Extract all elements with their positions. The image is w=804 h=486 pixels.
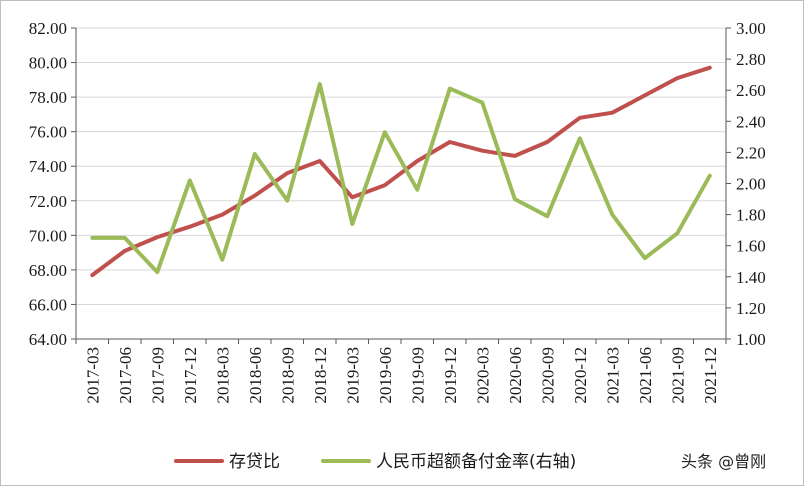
- x-axis-tick-label: 2017-06: [116, 347, 135, 404]
- x-axis-tick-label: 2019-12: [441, 347, 460, 404]
- x-axis-tick-label: 2018-03: [213, 347, 232, 404]
- series-lines: [90, 65, 712, 278]
- x-axis-tick-label: 2020-12: [571, 347, 590, 404]
- left-axis-tick-label: 64.00: [29, 330, 67, 349]
- axes: [71, 27, 731, 344]
- right-axis-tick-label: 1.80: [736, 206, 766, 225]
- left-axis-tick-label: 80.00: [29, 54, 67, 73]
- x-axis-tick-label: 2018-12: [311, 347, 330, 404]
- right-axis-tick-label: 2.00: [736, 175, 766, 194]
- left-axis-tick-label: 72.00: [29, 192, 67, 211]
- right-axis-tick-label: 3.00: [736, 19, 766, 38]
- x-axis-tick-label: 2020-09: [538, 347, 557, 404]
- x-axis-tick-label: 2021-09: [668, 347, 687, 404]
- x-axis-tick-label: 2018-09: [278, 347, 297, 404]
- x-axis-tick-label: 2018-06: [246, 347, 265, 404]
- right-axis-tick-label: 1.40: [736, 268, 766, 287]
- left-axis-tick-label: 74.00: [29, 157, 67, 176]
- right-axis-tick-label: 2.60: [736, 81, 766, 100]
- left-axis-tick-label: 78.00: [29, 88, 67, 107]
- right-axis-tick-label: 2.20: [736, 143, 766, 162]
- legend-label-series-2: 人民币超额备付金率(右轴): [376, 452, 576, 472]
- legend-label-series-1: 存贷比: [229, 452, 280, 472]
- x-axis-tick-labels: 2017-03 2017-06 2017-09 2017-12 2018-03 2018-…: [83, 347, 720, 404]
- x-axis-tick-label: 2019-09: [408, 347, 427, 404]
- watermark: 头条 @曾刚: [681, 452, 766, 471]
- x-axis-tick-label: 2017-09: [148, 347, 167, 404]
- right-axis-tick-label: 1.00: [736, 330, 766, 349]
- x-axis-tick-label: 2021-03: [603, 347, 622, 404]
- x-axis-tick-label: 2019-03: [343, 347, 362, 404]
- left-axis-tick-label: 82.00: [29, 19, 67, 38]
- left-axis-tick-label: 66.00: [29, 295, 67, 314]
- left-axis-tick-label: 68.00: [29, 261, 67, 280]
- x-axis-tick-label: 2017-12: [181, 347, 200, 404]
- x-axis-tick-label: 2020-06: [506, 347, 525, 404]
- right-axis-tick-labels: 1.00 1.20 1.40 1.60 1.80 2.00 2.20 2.40 2.60 2.80…: [736, 19, 766, 349]
- right-axis-tick-label: 2.40: [736, 112, 766, 131]
- series-line-1: [90, 65, 712, 278]
- series-line-2: [90, 82, 712, 275]
- x-axis-tick-label: 2021-12: [701, 347, 720, 404]
- right-axis-tick-label: 1.60: [736, 237, 766, 256]
- x-axis-tick-label: 2020-03: [473, 347, 492, 404]
- x-axis-tick-label: 2021-06: [636, 347, 655, 404]
- left-axis-tick-label: 76.00: [29, 123, 67, 142]
- right-axis-tick-label: 2.80: [736, 50, 766, 69]
- right-axis-tick-label: 1.20: [736, 299, 766, 318]
- gridlines: [76, 27, 726, 305]
- x-axis-tick-label: 2017-03: [83, 347, 102, 404]
- legend: 存贷比 人民币超额备付金率(右轴): [174, 452, 576, 472]
- x-axis-tick-label: 2019-06: [376, 347, 395, 404]
- left-axis-tick-labels: 64.00 66.00 68.00 70.00 72.00 74.00 76.00 78.00…: [29, 19, 67, 349]
- left-axis-tick-label: 70.00: [29, 226, 67, 245]
